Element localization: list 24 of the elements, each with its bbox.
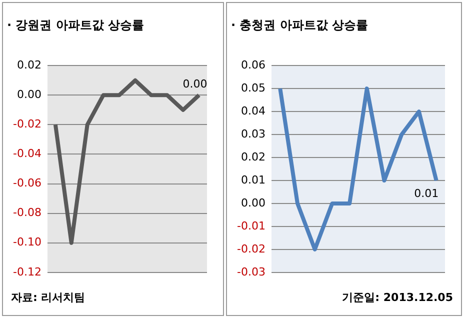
y-tick-label: -0.02 (236, 242, 266, 256)
y-tick-label: 0.03 (240, 127, 266, 140)
y-tick-label: -0.12 (12, 265, 42, 278)
y-tick-label: -0.10 (12, 236, 42, 249)
text: 자료: 리서치팀 (11, 290, 86, 305)
data-label: 0.01 (414, 186, 439, 200)
y-tick-label: 0.06 (240, 58, 266, 72)
data-label: 0.00 (182, 78, 208, 90)
text: 기준일: 2013.12.05 (342, 290, 453, 305)
chart-title: · 강원권 아파트값 상승률 (7, 17, 144, 34)
chart-title: · 충청권 아파트값 상승률 (231, 17, 368, 34)
y-tick-label: -0.06 (12, 176, 42, 190)
y-tick-label: 0.00 (240, 196, 266, 210)
y-tick-label: 0.00 (16, 88, 42, 101)
y-tick-label: -0.01 (236, 219, 266, 232)
y-tick-label: 0.02 (16, 58, 42, 72)
y-tick-label: 0.02 (240, 150, 266, 164)
y-tick-label: -0.02 (12, 118, 42, 131)
y-tick-label: 0.01 (240, 173, 266, 186)
y-tick-label: 0.04 (240, 104, 266, 118)
y-tick-label: 0.05 (240, 81, 266, 94)
y-tick-label: -0.03 (236, 265, 266, 278)
y-tick-label: -0.04 (12, 147, 42, 160)
y-tick-label: -0.08 (12, 206, 42, 220)
